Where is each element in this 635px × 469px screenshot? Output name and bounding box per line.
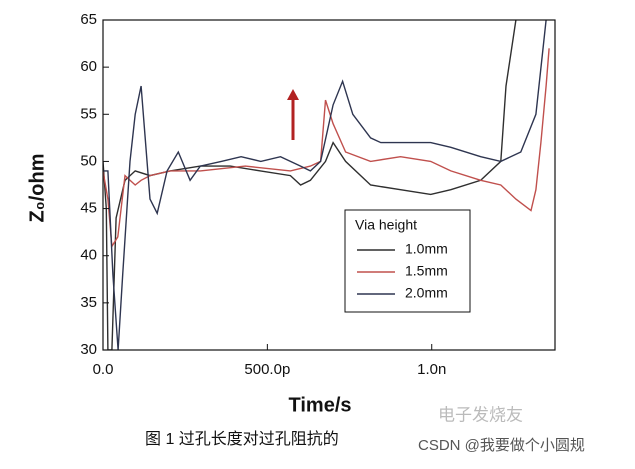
legend-title: Via height	[355, 217, 417, 233]
y-tick-label: 60	[80, 58, 97, 75]
legend-box	[344, 209, 471, 313]
y-tick-label: 55	[80, 105, 97, 122]
x-axis-label: Time/s	[289, 394, 352, 416]
watermark-logo: 电子发烧友	[438, 405, 523, 424]
y-tick-label: 65	[80, 11, 97, 28]
series-line	[103, 48, 550, 249]
annotation-arrowhead	[287, 89, 299, 100]
plot-area	[103, 20, 550, 350]
legend-label: 2.0mm	[405, 285, 448, 301]
caption: 图 1 过孔长度对过孔阻抗的	[145, 430, 339, 448]
y-tick-label: 40	[80, 247, 97, 264]
y-tick-label: 35	[80, 294, 97, 311]
series-line	[103, 20, 547, 350]
x-tick-label: 500.0p	[244, 361, 290, 378]
legend-label: 1.0mm	[405, 241, 448, 257]
y-tick-label: 30	[80, 341, 97, 358]
x-tick-label: 1.0n	[417, 361, 446, 378]
y-tick-label: 45	[80, 200, 97, 217]
plot-frame	[102, 19, 556, 351]
y-tick-label: 50	[80, 152, 97, 169]
y-axis-label: Z₀/ohm	[26, 153, 48, 222]
legend-label: 1.5mm	[405, 263, 448, 279]
series-line	[103, 20, 517, 350]
watermark: CSDN @我要做个小圆规	[418, 437, 585, 454]
x-tick-label: 0.0	[93, 361, 114, 378]
